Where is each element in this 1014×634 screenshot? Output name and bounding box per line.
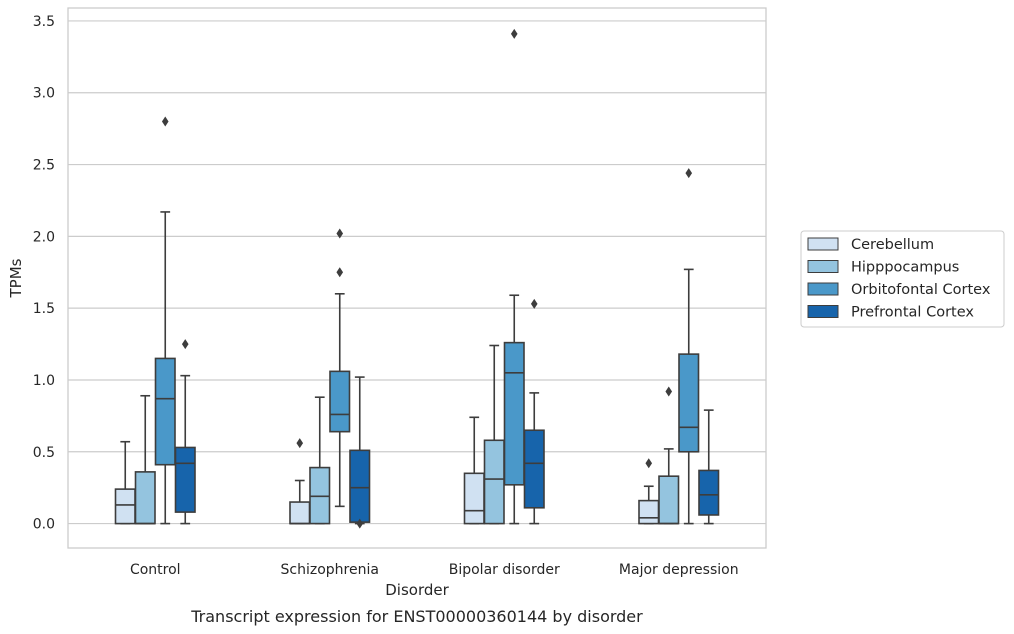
box-3-3 bbox=[503, 28, 525, 525]
box-body bbox=[658, 475, 680, 525]
legend-label: Cerebellum bbox=[851, 237, 934, 253]
outlier-point bbox=[336, 228, 344, 239]
legend-swatch bbox=[807, 305, 839, 318]
legend-swatch bbox=[807, 237, 839, 251]
x-tick-label: Major depression bbox=[619, 562, 739, 578]
chart-caption: Transcript expression for ENST0000036014… bbox=[190, 607, 643, 626]
box-1-1 bbox=[114, 440, 136, 525]
x-tick-label: Schizophrenia bbox=[281, 562, 379, 578]
legend-label: Prefrontal Cortex bbox=[851, 305, 974, 321]
box-body bbox=[349, 449, 371, 523]
box-2-4 bbox=[658, 386, 680, 525]
y-tick-labels: 0.0 0.5 1.0 1.5 2.0 2.5 3.0 3.5 bbox=[33, 14, 55, 533]
box-4-2 bbox=[349, 376, 371, 529]
y-tick-label: 3.5 bbox=[33, 14, 55, 30]
outlier-point bbox=[296, 438, 304, 449]
box-4-4 bbox=[698, 409, 720, 525]
x-tick-labels: Control Schizophrenia Bipolar disorder Majo… bbox=[130, 562, 739, 578]
box-3-1 bbox=[154, 116, 176, 525]
outlier-point bbox=[530, 298, 538, 309]
x-tick-label: Bipolar disorder bbox=[449, 562, 560, 578]
outlier-point bbox=[665, 386, 673, 397]
y-tick-label: 3.0 bbox=[33, 86, 55, 102]
outlier-point bbox=[510, 28, 518, 39]
outlier-point bbox=[356, 518, 364, 529]
box-body bbox=[463, 472, 485, 525]
boxplots bbox=[114, 28, 720, 529]
box-1-3 bbox=[463, 416, 485, 525]
box-body bbox=[289, 501, 311, 525]
box-3-4 bbox=[678, 168, 700, 525]
x-tick-label: Control bbox=[130, 562, 181, 578]
legend-swatch bbox=[807, 260, 839, 273]
plot-frame bbox=[67, 7, 767, 549]
outlier-point bbox=[181, 339, 189, 350]
legend: Cerebellum Hipppocampus Orbitofontal Corte… bbox=[800, 230, 1005, 328]
outlier-point bbox=[645, 458, 653, 469]
box-body bbox=[134, 471, 156, 525]
legend-frame bbox=[800, 230, 1005, 328]
legend-swatch bbox=[807, 282, 839, 296]
outlier-point bbox=[161, 116, 169, 127]
box-body bbox=[329, 370, 351, 433]
box-4-1 bbox=[174, 339, 196, 525]
y-tick-label: 1.0 bbox=[33, 373, 55, 389]
x-axis-label: Disorder bbox=[385, 581, 449, 599]
box-body bbox=[503, 341, 525, 486]
y-tick-label: 2.0 bbox=[33, 229, 55, 245]
box-3-2 bbox=[329, 228, 351, 508]
box-body bbox=[114, 488, 136, 525]
box-2-1 bbox=[134, 394, 156, 525]
y-tick-label: 0.5 bbox=[33, 445, 55, 461]
legend-label: Orbitofontal Cortex bbox=[851, 282, 991, 298]
box-body bbox=[523, 429, 545, 509]
y-axis-label: TPMs bbox=[7, 258, 25, 298]
box-body bbox=[174, 446, 196, 513]
outlier-point bbox=[336, 267, 344, 278]
box-4-3 bbox=[523, 298, 545, 525]
box-2-2 bbox=[309, 396, 331, 525]
box-body bbox=[154, 357, 176, 466]
box-body bbox=[483, 439, 505, 525]
legend-label: Hipppocampus bbox=[851, 260, 959, 276]
y-tick-label: 1.5 bbox=[33, 301, 55, 317]
box-body bbox=[678, 353, 700, 453]
y-tick-label: 0.0 bbox=[33, 517, 55, 533]
box-body bbox=[638, 499, 660, 525]
outlier-point bbox=[685, 168, 693, 179]
y-tick-label: 2.5 bbox=[33, 158, 55, 174]
box-body bbox=[698, 469, 720, 516]
